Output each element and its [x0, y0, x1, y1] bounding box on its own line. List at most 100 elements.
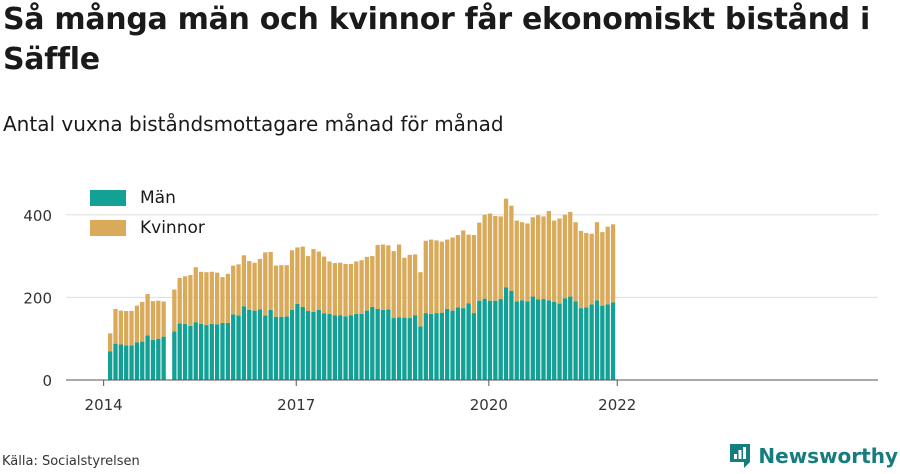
bar-kvinnor	[215, 272, 220, 325]
newsworthy-logo-icon	[730, 444, 751, 468]
bar-kvinnor	[605, 226, 610, 305]
bar-kvinnor	[439, 241, 444, 313]
bar-man	[584, 307, 589, 380]
bar-kvinnor	[247, 261, 252, 310]
bar-kvinnor	[380, 244, 386, 310]
bar-kvinnor	[220, 277, 225, 323]
bar-kvinnor	[150, 301, 156, 340]
bar-kvinnor	[273, 265, 279, 317]
bar-man	[466, 303, 471, 380]
legend-swatch-man	[90, 190, 126, 206]
bar-kvinnor	[450, 237, 455, 311]
bar-man	[161, 336, 166, 380]
bar-kvinnor	[134, 305, 140, 343]
bar-kvinnor	[455, 235, 461, 308]
bar-man	[439, 312, 444, 380]
bar-kvinnor	[300, 246, 305, 307]
bar-man	[198, 323, 204, 380]
bar-kvinnor	[386, 245, 391, 310]
bar-kvinnor	[445, 239, 450, 309]
legend: Män Kvinnor	[90, 183, 205, 243]
bar-man	[225, 323, 230, 380]
bar-man	[338, 315, 343, 380]
bar-man	[215, 324, 220, 380]
bar-man	[295, 304, 300, 380]
bar-man	[118, 344, 123, 380]
bar-kvinnor	[412, 254, 418, 316]
bar-man	[279, 316, 284, 380]
bar-kvinnor	[188, 275, 193, 326]
legend-swatch-kvinnor	[90, 220, 126, 236]
bar-man	[536, 299, 541, 380]
bar-kvinnor	[332, 263, 337, 316]
bar-man	[600, 305, 605, 380]
bar-man	[514, 301, 519, 380]
bar-kvinnor	[375, 244, 380, 309]
bar-kvinnor	[354, 261, 359, 314]
bar-kvinnor	[268, 251, 273, 310]
bar-kvinnor	[161, 301, 166, 337]
bar-kvinnor	[289, 250, 295, 310]
bar-man	[610, 302, 616, 380]
axes: 0 200 400 2014 2017 2020 2022	[23, 207, 878, 414]
bar-man	[418, 326, 423, 380]
bar-man	[236, 315, 241, 380]
y-tick-label: 400	[23, 207, 52, 225]
bar-kvinnor	[418, 272, 423, 327]
bar-man	[578, 308, 584, 380]
bar-man	[477, 300, 482, 380]
bar-man	[177, 323, 182, 380]
bar-man	[316, 309, 321, 380]
bar-man	[503, 287, 509, 380]
bar-man	[402, 317, 407, 380]
bar-man	[519, 300, 525, 380]
bar-kvinnor	[177, 277, 182, 324]
legend-label-man: Män	[140, 188, 176, 208]
bar-man	[407, 318, 412, 380]
bar-kvinnor	[423, 240, 428, 314]
bar-kvinnor	[493, 216, 498, 301]
bar-kvinnor	[316, 251, 321, 310]
bar-kvinnor	[509, 205, 514, 291]
bar-kvinnor	[209, 271, 214, 324]
bar-kvinnor	[546, 211, 551, 301]
bar-kvinnor	[140, 301, 145, 342]
bar-kvinnor	[327, 261, 332, 314]
bar-man	[423, 313, 428, 380]
bar-kvinnor	[241, 255, 247, 307]
bar-man	[386, 309, 391, 380]
bar-kvinnor	[284, 265, 289, 317]
bar-man	[471, 313, 477, 380]
bar-kvinnor	[578, 230, 584, 309]
bar-man	[343, 316, 348, 380]
bar-man	[193, 322, 198, 380]
bar-man	[257, 309, 263, 380]
bar-man	[594, 300, 600, 380]
bar-kvinnor	[124, 311, 129, 346]
bar-kvinnor	[182, 276, 188, 324]
bar-kvinnor	[530, 217, 535, 297]
bar-man	[589, 304, 594, 380]
bar-kvinnor	[610, 224, 616, 303]
bar-man	[568, 296, 573, 380]
bar-man	[311, 311, 316, 380]
bar-man	[493, 300, 498, 380]
bar-kvinnor	[370, 256, 375, 307]
chart-title: Så många män och kvinnor får ekonomiskt …	[3, 2, 870, 77]
bar-kvinnor	[364, 256, 370, 311]
bar-kvinnor	[471, 235, 477, 314]
bar-kvinnor	[589, 233, 594, 305]
bar-man	[412, 315, 418, 380]
bar-man	[108, 351, 113, 380]
bar-man	[391, 318, 396, 380]
bar-kvinnor	[552, 220, 557, 302]
bar-kvinnor	[263, 252, 268, 316]
bar-man	[231, 314, 236, 380]
bar-man	[273, 316, 279, 380]
bar-man	[348, 315, 354, 380]
bar-man	[322, 313, 327, 380]
bar-man	[332, 315, 337, 380]
bar-kvinnor	[343, 263, 348, 317]
bar-kvinnor	[252, 262, 257, 311]
